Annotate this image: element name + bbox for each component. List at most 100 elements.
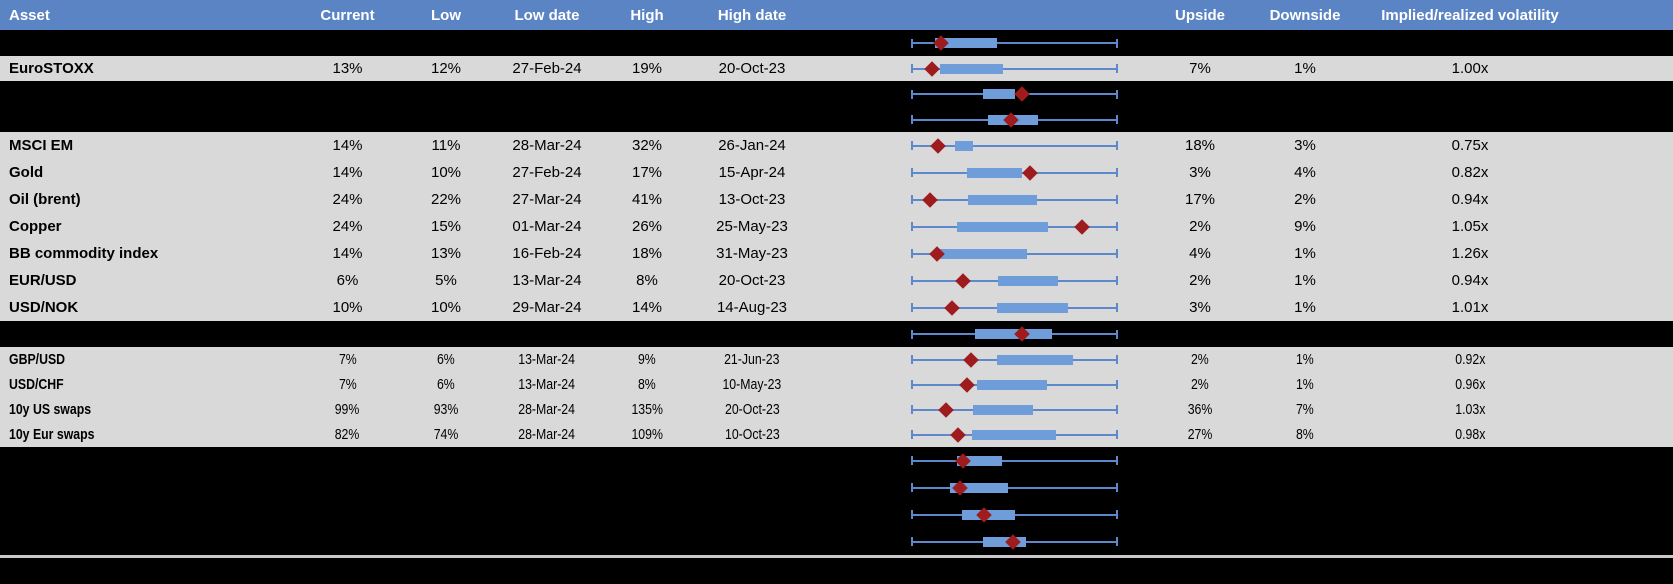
cell-current[interactable]: 7%: [295, 347, 400, 372]
cell-high[interactable]: 26%: [602, 213, 692, 240]
cell-low-date[interactable]: 13-Mar-24: [492, 347, 602, 372]
cell-upside[interactable]: 7%: [1150, 56, 1250, 81]
cell-range-chart[interactable]: [812, 397, 1150, 422]
cell-upside[interactable]: [1150, 81, 1250, 107]
cell-downside[interactable]: 4%: [1250, 159, 1360, 186]
cell-current[interactable]: [295, 474, 400, 501]
cell-upside[interactable]: [1150, 30, 1250, 56]
cell-high-date[interactable]: 10-May-23: [692, 372, 812, 397]
cell-downside[interactable]: 7%: [1250, 397, 1360, 422]
cell-high-date[interactable]: 31-May-23: [692, 240, 812, 267]
cell-low[interactable]: 5%: [400, 267, 492, 294]
cell-downside[interactable]: [1250, 501, 1360, 528]
cell-high-date[interactable]: [692, 474, 812, 501]
cell-asset[interactable]: [0, 107, 295, 132]
cell-iv-rv[interactable]: [1360, 447, 1580, 474]
cell-low-date[interactable]: 28-Mar-24: [492, 422, 602, 447]
cell-asset[interactable]: USD/NOK: [0, 294, 295, 321]
cell-low-date[interactable]: 16-Feb-24: [492, 240, 602, 267]
cell-high[interactable]: 109%: [602, 422, 692, 447]
cell-upside[interactable]: 3%: [1150, 294, 1250, 321]
cell-upside[interactable]: 2%: [1150, 372, 1250, 397]
cell-high[interactable]: 18%: [602, 240, 692, 267]
cell-high-date[interactable]: 10-Oct-23: [692, 422, 812, 447]
cell-asset[interactable]: Gold: [0, 159, 295, 186]
cell-asset[interactable]: [0, 30, 295, 56]
cell-low-date[interactable]: 13-Mar-24: [492, 372, 602, 397]
cell-low[interactable]: 6%: [400, 372, 492, 397]
cell-asset[interactable]: [0, 447, 295, 474]
cell-low-date[interactable]: 27-Feb-24: [492, 159, 602, 186]
cell-upside[interactable]: [1150, 501, 1250, 528]
cell-range-chart[interactable]: [812, 372, 1150, 397]
cell-iv-rv[interactable]: [1360, 501, 1580, 528]
cell-range-chart[interactable]: [812, 347, 1150, 372]
cell-high-date[interactable]: 13-Oct-23: [692, 186, 812, 213]
cell-high[interactable]: 41%: [602, 186, 692, 213]
cell-high-date[interactable]: 21-Jun-23: [692, 347, 812, 372]
cell-asset[interactable]: 10y US swaps: [0, 397, 295, 422]
cell-range-chart[interactable]: [812, 294, 1150, 321]
cell-low-date[interactable]: [492, 107, 602, 132]
cell-asset[interactable]: [0, 321, 295, 347]
cell-low-date[interactable]: 28-Mar-24: [492, 132, 602, 159]
cell-low[interactable]: 93%: [400, 397, 492, 422]
cell-range-chart[interactable]: [812, 501, 1150, 528]
cell-iv-rv[interactable]: 1.00x: [1360, 56, 1580, 81]
cell-current[interactable]: [295, 107, 400, 132]
cell-high[interactable]: [602, 501, 692, 528]
cell-high-date[interactable]: [692, 107, 812, 132]
cell-downside[interactable]: 1%: [1250, 56, 1360, 81]
cell-low-date[interactable]: 29-Mar-24: [492, 294, 602, 321]
cell-low[interactable]: 74%: [400, 422, 492, 447]
cell-high[interactable]: [602, 321, 692, 347]
cell-current[interactable]: 7%: [295, 372, 400, 397]
cell-asset[interactable]: USD/CHF: [0, 372, 295, 397]
cell-current[interactable]: [295, 321, 400, 347]
cell-iv-rv[interactable]: 1.03x: [1360, 397, 1580, 422]
cell-low[interactable]: 6%: [400, 347, 492, 372]
column-header-implied-realized-volatility[interactable]: Implied/realized volatility: [1381, 6, 1559, 24]
cell-high[interactable]: [602, 30, 692, 56]
cell-high[interactable]: 17%: [602, 159, 692, 186]
cell-high-date[interactable]: 20-Oct-23: [692, 397, 812, 422]
cell-low-date[interactable]: 28-Mar-24: [492, 397, 602, 422]
cell-high-date[interactable]: 25-May-23: [692, 213, 812, 240]
cell-iv-rv[interactable]: 1.05x: [1360, 213, 1580, 240]
cell-low[interactable]: 10%: [400, 294, 492, 321]
cell-high-date[interactable]: [692, 321, 812, 347]
cell-asset[interactable]: [0, 474, 295, 501]
cell-asset[interactable]: Oil (brent): [0, 186, 295, 213]
cell-high[interactable]: [602, 107, 692, 132]
cell-high[interactable]: 8%: [602, 372, 692, 397]
column-header-high-date[interactable]: High date: [717, 6, 787, 24]
cell-current[interactable]: 13%: [295, 56, 400, 81]
cell-range-chart[interactable]: [812, 186, 1150, 213]
cell-low-date[interactable]: 27-Mar-24: [492, 186, 602, 213]
cell-upside[interactable]: 2%: [1150, 347, 1250, 372]
cell-current[interactable]: [295, 81, 400, 107]
cell-low-date[interactable]: [492, 30, 602, 56]
cell-current[interactable]: 6%: [295, 267, 400, 294]
cell-high-date[interactable]: 14-Aug-23: [692, 294, 812, 321]
cell-downside[interactable]: [1250, 81, 1360, 107]
cell-range-chart[interactable]: [812, 213, 1150, 240]
cell-downside[interactable]: [1250, 474, 1360, 501]
cell-upside[interactable]: 2%: [1150, 267, 1250, 294]
cell-current[interactable]: [295, 30, 400, 56]
cell-low[interactable]: [400, 107, 492, 132]
cell-upside[interactable]: [1150, 107, 1250, 132]
column-header-low-date[interactable]: Low date: [514, 6, 580, 24]
cell-downside[interactable]: [1250, 107, 1360, 132]
cell-downside[interactable]: 2%: [1250, 186, 1360, 213]
cell-asset[interactable]: Copper: [0, 213, 295, 240]
cell-current[interactable]: 14%: [295, 159, 400, 186]
cell-low[interactable]: 22%: [400, 186, 492, 213]
cell-current[interactable]: [295, 501, 400, 528]
cell-high[interactable]: [602, 528, 692, 555]
cell-asset[interactable]: GBP/USD: [0, 347, 295, 372]
cell-range-chart[interactable]: [812, 267, 1150, 294]
cell-downside[interactable]: [1250, 447, 1360, 474]
cell-range-chart[interactable]: [812, 528, 1150, 555]
cell-downside[interactable]: [1250, 30, 1360, 56]
